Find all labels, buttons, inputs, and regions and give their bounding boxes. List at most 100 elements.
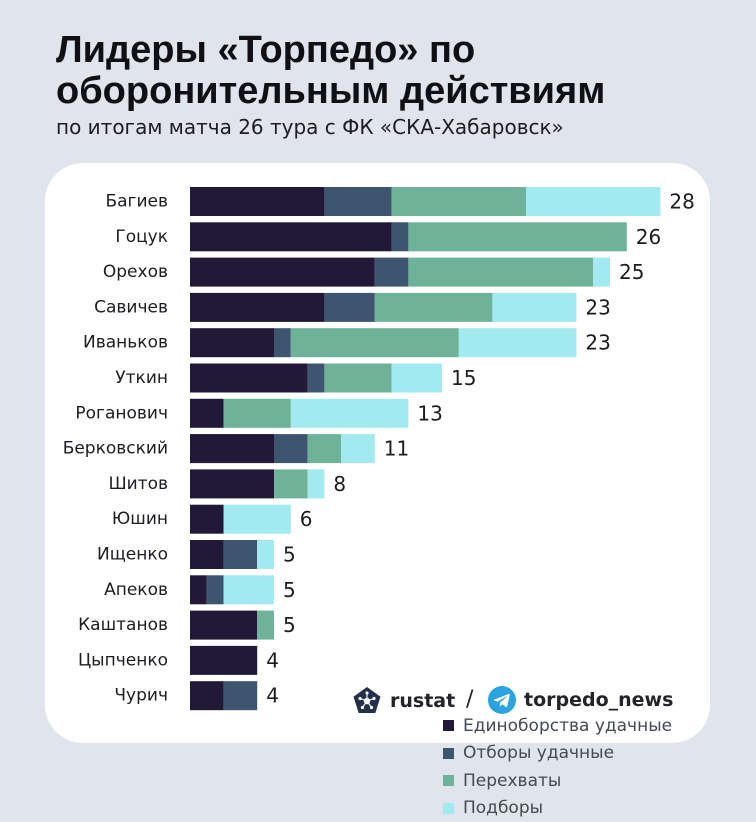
total-label: 11	[384, 437, 409, 461]
rustat-pentagon-icon	[352, 686, 382, 716]
telegram-brand: torpedo_news	[488, 686, 673, 714]
legend-label: Единоборства удачные	[463, 716, 672, 736]
bar-segment	[392, 222, 409, 251]
bar-segment	[308, 469, 325, 498]
telegram-handle: torpedo_news	[524, 689, 673, 711]
legend-label: Перехваты	[463, 771, 561, 791]
legend-swatch	[443, 720, 454, 731]
bar-segment	[408, 258, 593, 287]
legend-item-interceptions: Перехваты	[443, 767, 672, 795]
legend-swatch	[443, 803, 454, 814]
bar-segment	[224, 399, 291, 428]
bar-segment	[408, 222, 626, 251]
bar-segment	[190, 646, 257, 675]
bar-segment	[324, 187, 391, 216]
total-label: 15	[451, 366, 476, 390]
category-label: Юшин	[112, 509, 168, 529]
category-label: Гоцук	[115, 227, 168, 247]
bar-segment	[308, 434, 342, 463]
bar-segment	[392, 187, 526, 216]
rustat-label: rustat	[390, 690, 455, 712]
category-label: Шитов	[108, 474, 168, 494]
legend-swatch	[443, 748, 454, 759]
total-label: 5	[283, 543, 296, 567]
bar-segment	[274, 469, 308, 498]
bar-segment	[324, 364, 391, 393]
stacked-bar-chart: Багиев 28 Гоцук 26 Орехов 25 Савичев 23 Иваньков…	[45, 163, 710, 743]
category-label: Иваньков	[83, 333, 168, 353]
bar-segment	[224, 681, 258, 710]
category-label: Уткин	[115, 368, 168, 388]
legend: Единоборства удачные Отборы удачные Пере…	[443, 712, 672, 822]
category-label: Каштанов	[78, 615, 168, 635]
bar-segment	[190, 505, 224, 534]
bar-segment	[190, 364, 308, 393]
bar-segment	[341, 434, 375, 463]
chart-subtitle: по итогам матча 26 тура с ФК «СКА-Хабаро…	[56, 114, 736, 140]
category-label: Берковский	[63, 439, 168, 459]
bar-segment	[593, 258, 610, 287]
bar-segment	[257, 611, 274, 640]
bar-segment	[190, 399, 224, 428]
total-label: 5	[283, 613, 296, 637]
bar-segment	[224, 540, 258, 569]
bar-segment	[492, 293, 576, 322]
bar-segment	[392, 364, 442, 393]
total-label: 23	[585, 331, 610, 355]
legend-swatch	[443, 775, 454, 786]
bar-segment	[274, 328, 291, 357]
bar-segment	[190, 222, 392, 251]
bar-segment	[324, 293, 374, 322]
bar-segment	[190, 258, 375, 287]
total-label: 5	[283, 578, 296, 602]
bar-segment	[190, 328, 274, 357]
legend-item-tackles: Отборы удачные	[443, 740, 672, 768]
category-label: Багиев	[105, 192, 168, 212]
total-label: 6	[300, 507, 313, 531]
category-label: Савичев	[94, 297, 168, 317]
bar-segment	[257, 540, 274, 569]
total-label: 4	[266, 648, 279, 672]
bar-segment	[224, 505, 291, 534]
legend-label: Отборы удачные	[463, 743, 614, 763]
chart-card: Багиев 28 Гоцук 26 Орехов 25 Савичев 23 Иваньков…	[45, 163, 710, 743]
category-label: Ищенко	[97, 545, 168, 565]
bar-segment	[291, 328, 459, 357]
legend-item-duels: Единоборства удачные	[443, 712, 672, 740]
total-label: 8	[333, 472, 346, 496]
category-label: Орехов	[103, 262, 168, 282]
bar-segment	[291, 399, 409, 428]
bar-segment	[274, 434, 308, 463]
bar-segment	[375, 258, 409, 287]
bar-segment	[224, 575, 274, 604]
category-label: Цыпченко	[78, 650, 168, 670]
bar-segment	[190, 575, 207, 604]
total-label: 25	[619, 260, 644, 284]
bar-segment	[190, 469, 274, 498]
footer-separator: /	[466, 687, 473, 712]
telegram-icon	[488, 686, 516, 714]
bar-segment	[190, 293, 324, 322]
total-label: 4	[266, 684, 279, 708]
bar-segment	[526, 187, 660, 216]
bar-segment	[190, 434, 274, 463]
category-label: Чурич	[114, 686, 168, 706]
chart-title: Лидеры «Торпедо» по оборонительным дейст…	[56, 30, 736, 112]
bar-segment	[459, 328, 577, 357]
bar-segment	[190, 611, 257, 640]
bar-segment	[308, 364, 325, 393]
total-label: 13	[417, 401, 442, 425]
bar-segment	[190, 540, 224, 569]
bar-segment	[190, 187, 324, 216]
bar-segment	[375, 293, 493, 322]
legend-label: Подборы	[463, 798, 543, 818]
legend-item-recoveries: Подборы	[443, 795, 672, 822]
bar-segment	[207, 575, 224, 604]
category-label: Апеков	[104, 580, 168, 600]
total-label: 28	[669, 190, 694, 214]
category-label: Роганович	[75, 403, 168, 423]
total-label: 23	[585, 295, 610, 319]
rustat-brand: rustat	[352, 686, 455, 716]
total-label: 26	[636, 225, 661, 249]
bar-segment	[190, 681, 224, 710]
